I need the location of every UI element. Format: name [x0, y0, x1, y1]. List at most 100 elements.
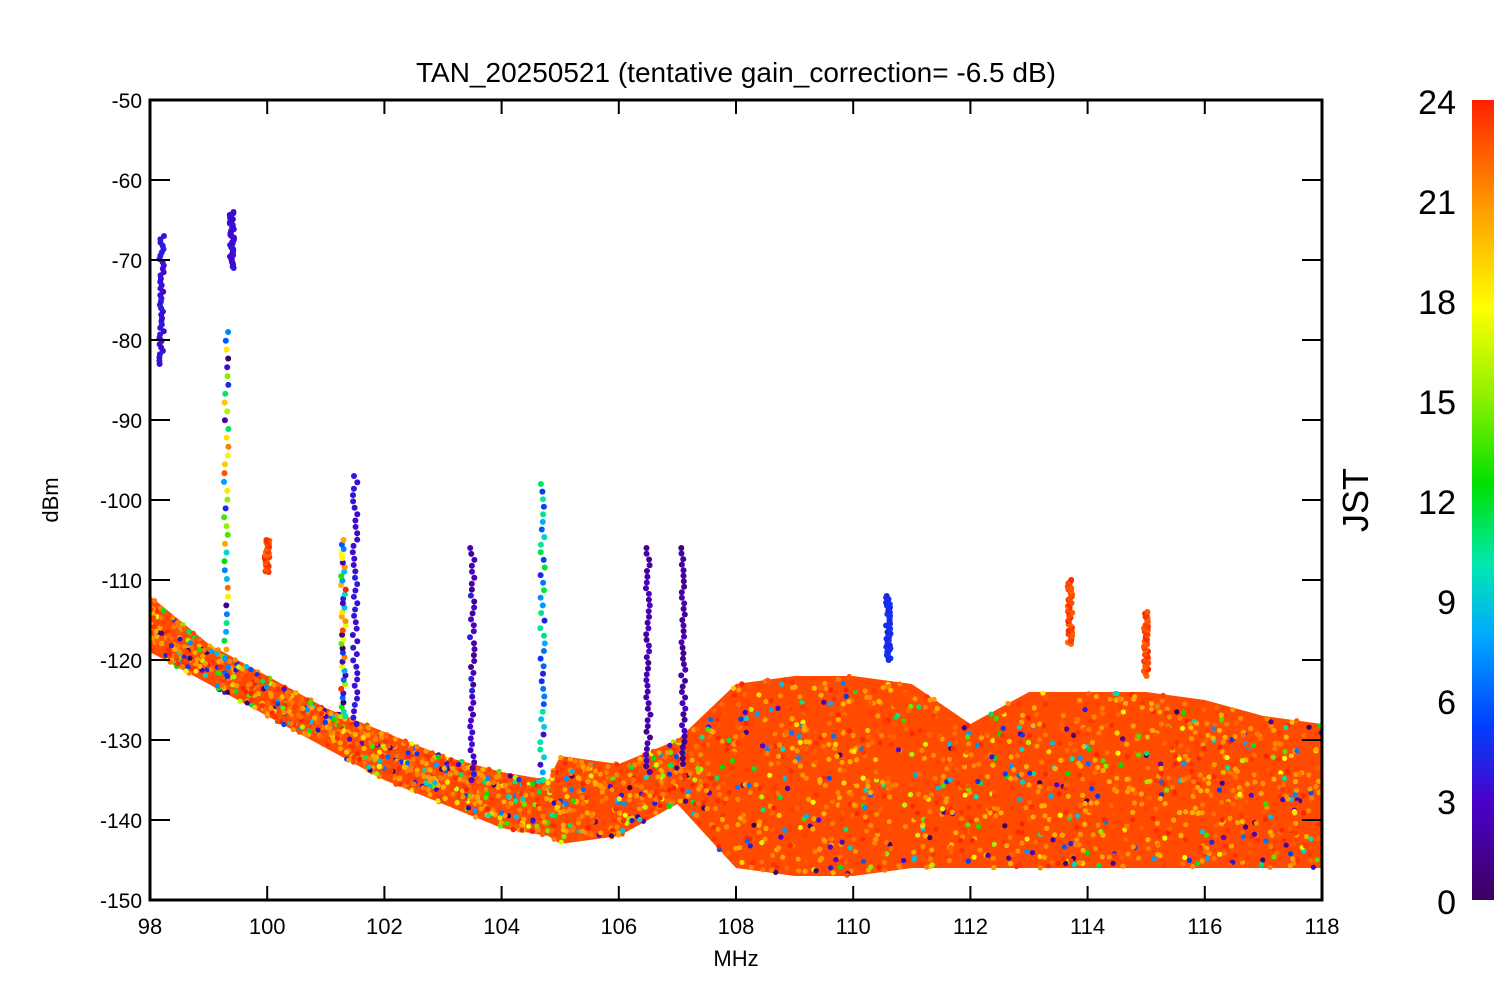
noise-point: [927, 808, 933, 815]
noise-point: [588, 807, 595, 813]
noise-point: [1088, 807, 1094, 814]
noise-point: [790, 685, 796, 691]
noise-point: [1082, 821, 1088, 827]
noise-point: [1031, 705, 1037, 711]
noise-point: [1201, 745, 1207, 752]
noise-point: [336, 722, 342, 728]
noise-point: [1160, 781, 1167, 787]
noise-point: [756, 683, 762, 689]
noise-point: [708, 717, 714, 723]
signal-point: [678, 689, 685, 695]
noise-point: [405, 750, 411, 756]
noise-point: [168, 643, 174, 649]
noise-point: [885, 683, 891, 690]
noise-point: [521, 816, 527, 822]
noise-point: [763, 825, 769, 832]
noise-point: [614, 824, 620, 830]
signal-point: [340, 690, 347, 697]
noise-point: [362, 760, 368, 766]
noise-point: [264, 684, 270, 690]
noise-point: [410, 756, 416, 763]
noise-point: [991, 841, 997, 847]
noise-point: [1147, 795, 1153, 801]
noise-point: [953, 830, 959, 836]
noise-point: [577, 768, 583, 774]
noise-point: [1248, 792, 1254, 798]
signal-point: [469, 741, 475, 748]
noise-point: [1202, 849, 1208, 855]
noise-point: [815, 823, 822, 829]
signal-point: [470, 699, 477, 706]
noise-point: [854, 783, 860, 789]
noise-point: [1282, 749, 1288, 755]
noise-point: [1190, 864, 1196, 870]
noise-point: [662, 754, 668, 760]
noise-point: [275, 701, 281, 707]
noise-point: [1084, 850, 1090, 856]
noise-point: [598, 830, 604, 836]
signal-point: [682, 677, 688, 684]
noise-point: [315, 727, 321, 733]
noise-point: [1243, 824, 1249, 830]
noise-point: [158, 614, 164, 621]
noise-point: [994, 806, 1000, 812]
noise-point: [1065, 793, 1071, 799]
noise-point: [1174, 709, 1180, 715]
noise-point: [179, 663, 186, 670]
noise-point: [1029, 850, 1036, 856]
noise-point: [517, 807, 523, 813]
noise-point: [865, 742, 871, 748]
noise-point: [1263, 838, 1269, 844]
noise-point: [1100, 710, 1106, 717]
signal-point: [225, 664, 231, 671]
noise-point: [840, 701, 846, 707]
noise-point: [318, 710, 325, 717]
noise-point: [627, 772, 633, 778]
signal-point: [645, 665, 651, 672]
noise-point: [1157, 761, 1164, 767]
noise-point: [1238, 715, 1244, 721]
noise-point: [592, 781, 599, 787]
noise-point: [966, 741, 972, 747]
noise-point: [931, 696, 937, 702]
noise-point: [862, 688, 868, 694]
signal-point: [225, 443, 232, 450]
noise-point: [637, 777, 643, 783]
noise-point: [775, 760, 782, 766]
noise-point: [1204, 720, 1210, 727]
noise-point: [450, 765, 456, 772]
noise-point: [483, 795, 489, 801]
noise-point: [442, 795, 448, 802]
noise-point: [1230, 801, 1237, 807]
noise-point: [932, 775, 938, 782]
noise-point: [687, 770, 693, 776]
noise-point: [1100, 767, 1106, 774]
noise-point: [962, 764, 968, 770]
noise-point: [854, 757, 860, 763]
noise-point: [1308, 857, 1314, 864]
noise-point: [788, 768, 794, 774]
noise-point: [689, 751, 695, 757]
noise-point: [216, 658, 222, 665]
noise-point: [1248, 725, 1254, 732]
noise-point: [382, 738, 389, 744]
noise-point: [1162, 835, 1168, 841]
noise-point: [658, 779, 664, 785]
noise-point: [836, 693, 843, 699]
noise-point: [876, 864, 882, 870]
noise-point: [1268, 844, 1274, 850]
noise-point: [280, 705, 286, 711]
signal-point: [643, 677, 650, 684]
noise-point: [579, 813, 586, 819]
noise-point: [1282, 755, 1288, 762]
noise-point: [655, 774, 661, 780]
noise-point: [1194, 720, 1200, 727]
noise-point: [276, 710, 282, 716]
noise-point: [940, 793, 946, 799]
noise-point: [1136, 752, 1142, 758]
noise-point: [1020, 779, 1026, 785]
noise-point: [797, 739, 803, 746]
noise-point: [585, 779, 591, 785]
signal-point: [644, 740, 651, 747]
noise-point: [657, 759, 663, 765]
